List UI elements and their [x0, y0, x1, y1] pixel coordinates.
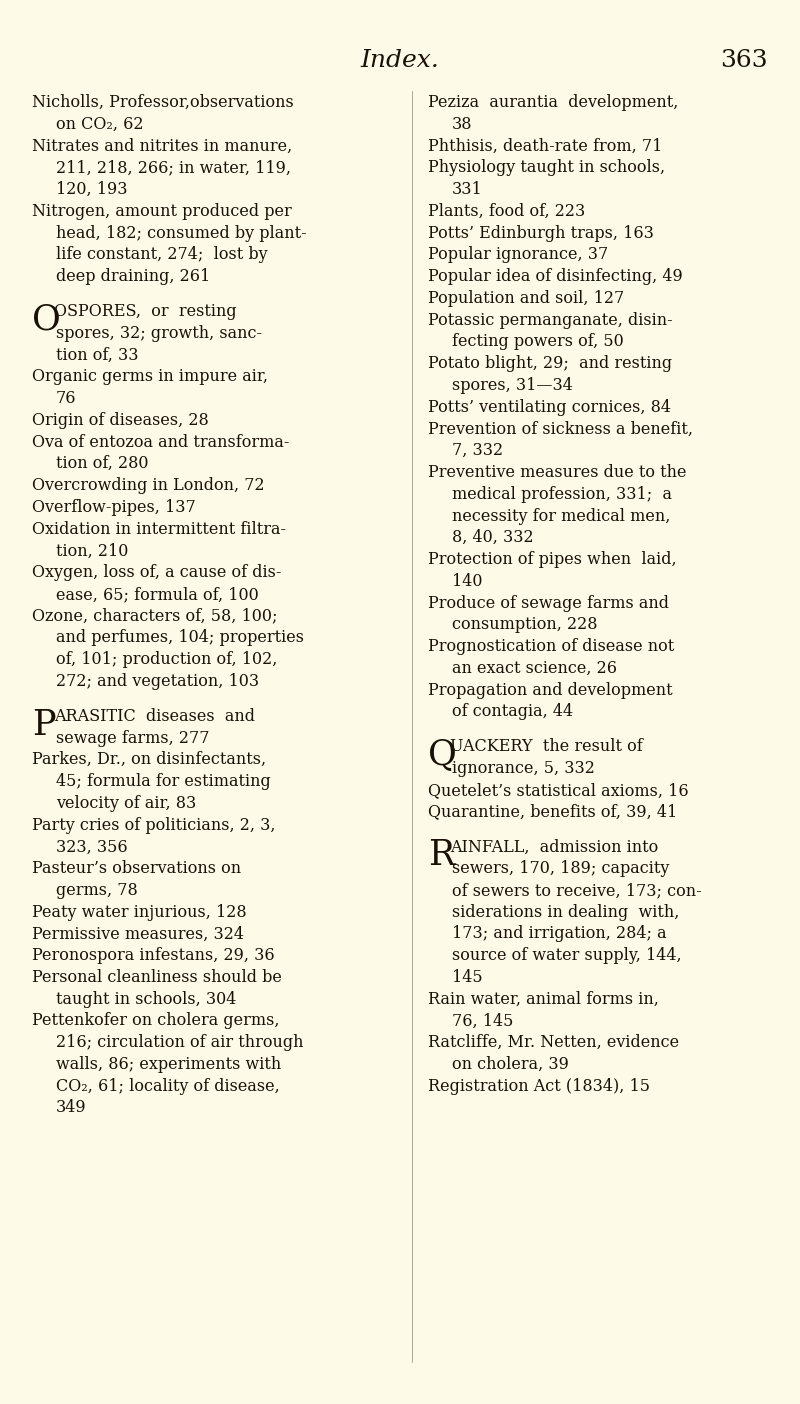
- Text: Overflow-pipes, 137: Overflow-pipes, 137: [32, 498, 196, 515]
- Text: R: R: [428, 838, 454, 872]
- Text: Potts’ Edinburgh traps, 163: Potts’ Edinburgh traps, 163: [428, 225, 654, 241]
- Text: sewage farms, 277: sewage farms, 277: [56, 730, 210, 747]
- Text: of, 101; production of, 102,: of, 101; production of, 102,: [56, 651, 278, 668]
- Text: P: P: [32, 708, 56, 741]
- Text: ignorance, 5, 332: ignorance, 5, 332: [452, 760, 595, 776]
- Text: source of water supply, 144,: source of water supply, 144,: [452, 948, 682, 965]
- Text: Quarantine, benefits of, 39, 41: Quarantine, benefits of, 39, 41: [428, 803, 678, 820]
- Text: Nitrates and nitrites in manure,: Nitrates and nitrites in manure,: [32, 138, 292, 154]
- Text: 76: 76: [56, 390, 77, 407]
- Text: Pasteur’s observations on: Pasteur’s observations on: [32, 861, 241, 878]
- Text: 211, 218, 266; in water, 119,: 211, 218, 266; in water, 119,: [56, 159, 291, 177]
- Text: Peziza  aurantia  development,: Peziza aurantia development,: [428, 94, 678, 111]
- Text: AINFALL,  admission into: AINFALL, admission into: [450, 838, 658, 855]
- Text: siderations in dealing  with,: siderations in dealing with,: [452, 904, 679, 921]
- Text: 173; and irrigation, 284; a: 173; and irrigation, 284; a: [452, 925, 666, 942]
- Text: 363: 363: [720, 49, 768, 72]
- Text: 349: 349: [56, 1099, 86, 1116]
- Text: on cholera, 39: on cholera, 39: [452, 1056, 569, 1073]
- Text: Party cries of politicians, 2, 3,: Party cries of politicians, 2, 3,: [32, 817, 275, 834]
- Text: Potts’ ventilating cornices, 84: Potts’ ventilating cornices, 84: [428, 399, 671, 416]
- Text: Potato blight, 29;  and resting: Potato blight, 29; and resting: [428, 355, 672, 372]
- Text: CO₂, 61; locality of disease,: CO₂, 61; locality of disease,: [56, 1078, 280, 1095]
- Text: 76, 145: 76, 145: [452, 1012, 514, 1029]
- Text: Nitrogen, amount produced per: Nitrogen, amount produced per: [32, 202, 292, 220]
- Text: Ova of entozoa and transforma-: Ova of entozoa and transforma-: [32, 434, 290, 451]
- Text: Preventive measures due to the: Preventive measures due to the: [428, 463, 686, 482]
- Text: Permissive measures, 324: Permissive measures, 324: [32, 925, 244, 942]
- Text: Oxidation in intermittent filtra-: Oxidation in intermittent filtra-: [32, 521, 286, 538]
- Text: Phthisis, death-rate from, 71: Phthisis, death-rate from, 71: [428, 138, 662, 154]
- Text: deep draining, 261: deep draining, 261: [56, 268, 210, 285]
- Text: Ratcliffe, Mr. Netten, evidence: Ratcliffe, Mr. Netten, evidence: [428, 1035, 679, 1052]
- Text: consumption, 228: consumption, 228: [452, 616, 598, 633]
- Text: Potassic permanganate, disin-: Potassic permanganate, disin-: [428, 312, 673, 329]
- Text: medical profession, 331;  a: medical profession, 331; a: [452, 486, 672, 503]
- Text: Nicholls, Professor,observations: Nicholls, Professor,observations: [32, 94, 294, 111]
- Text: head, 182; consumed by plant-: head, 182; consumed by plant-: [56, 225, 306, 241]
- Text: 120, 193: 120, 193: [56, 181, 127, 198]
- Text: an exact science, 26: an exact science, 26: [452, 660, 617, 677]
- Text: on CO₂, 62: on CO₂, 62: [56, 115, 143, 133]
- Text: 45; formula for estimating: 45; formula for estimating: [56, 774, 270, 790]
- Text: tion of, 280: tion of, 280: [56, 455, 149, 472]
- Text: Oxygen, loss of, a cause of dis-: Oxygen, loss of, a cause of dis-: [32, 564, 282, 581]
- Text: Produce of sewage farms and: Produce of sewage farms and: [428, 594, 669, 612]
- Text: Popular ignorance, 37: Popular ignorance, 37: [428, 246, 608, 264]
- Text: 38: 38: [452, 115, 473, 133]
- Text: Population and soil, 127: Population and soil, 127: [428, 289, 624, 307]
- Text: walls, 86; experiments with: walls, 86; experiments with: [56, 1056, 282, 1073]
- Text: Personal cleanliness should be: Personal cleanliness should be: [32, 969, 282, 986]
- Text: Prevention of sickness a benefit,: Prevention of sickness a benefit,: [428, 420, 693, 438]
- Text: 7, 332: 7, 332: [452, 442, 503, 459]
- Text: necessity for medical men,: necessity for medical men,: [452, 507, 670, 525]
- Text: OSPORES,  or  resting: OSPORES, or resting: [54, 303, 237, 320]
- Text: of sewers to receive, 173; con-: of sewers to receive, 173; con-: [452, 882, 702, 899]
- Text: fecting powers of, 50: fecting powers of, 50: [452, 333, 624, 351]
- Text: O: O: [32, 303, 61, 337]
- Text: Registration Act (1834), 15: Registration Act (1834), 15: [428, 1078, 650, 1095]
- Text: Overcrowding in London, 72: Overcrowding in London, 72: [32, 477, 265, 494]
- Text: taught in schools, 304: taught in schools, 304: [56, 991, 236, 1008]
- Text: spores, 31—34: spores, 31—34: [452, 376, 573, 395]
- Text: of contagia, 44: of contagia, 44: [452, 703, 573, 720]
- Text: Peronospora infestans, 29, 36: Peronospora infestans, 29, 36: [32, 948, 274, 965]
- Text: Protection of pipes when  laid,: Protection of pipes when laid,: [428, 550, 677, 569]
- Text: Ozone, characters of, 58, 100;: Ozone, characters of, 58, 100;: [32, 608, 278, 625]
- Text: 145: 145: [452, 969, 482, 986]
- Text: 216; circulation of air through: 216; circulation of air through: [56, 1035, 303, 1052]
- Text: Index.: Index.: [361, 49, 439, 72]
- Text: spores, 32; growth, sanc-: spores, 32; growth, sanc-: [56, 324, 262, 341]
- Text: ease, 65; formula of, 100: ease, 65; formula of, 100: [56, 585, 258, 602]
- Text: Quetelet’s statistical axioms, 16: Quetelet’s statistical axioms, 16: [428, 782, 689, 799]
- Text: Popular idea of disinfecting, 49: Popular idea of disinfecting, 49: [428, 268, 682, 285]
- Text: Pettenkofer on cholera germs,: Pettenkofer on cholera germs,: [32, 1012, 279, 1029]
- Text: velocity of air, 83: velocity of air, 83: [56, 795, 196, 812]
- Text: life constant, 274;  lost by: life constant, 274; lost by: [56, 246, 268, 264]
- Text: Propagation and development: Propagation and development: [428, 681, 673, 699]
- Text: 140: 140: [452, 573, 482, 590]
- Text: 323, 356: 323, 356: [56, 838, 128, 855]
- Text: Plants, food of, 223: Plants, food of, 223: [428, 202, 586, 220]
- Text: and perfumes, 104; properties: and perfumes, 104; properties: [56, 629, 304, 646]
- Text: UACKERY  the result of: UACKERY the result of: [450, 739, 643, 755]
- Text: Organic germs in impure air,: Organic germs in impure air,: [32, 368, 268, 385]
- Text: Origin of diseases, 28: Origin of diseases, 28: [32, 411, 209, 428]
- Text: Q: Q: [428, 739, 457, 772]
- Text: Parkes, Dr., on disinfectants,: Parkes, Dr., on disinfectants,: [32, 751, 266, 768]
- Text: sewers, 170, 189; capacity: sewers, 170, 189; capacity: [452, 861, 670, 878]
- Text: tion of, 33: tion of, 33: [56, 347, 138, 364]
- Text: ARASITIC  diseases  and: ARASITIC diseases and: [54, 708, 255, 724]
- Text: Physiology taught in schools,: Physiology taught in schools,: [428, 159, 665, 177]
- Text: tion, 210: tion, 210: [56, 542, 128, 559]
- Text: Peaty water injurious, 128: Peaty water injurious, 128: [32, 904, 246, 921]
- Text: 331: 331: [452, 181, 482, 198]
- Text: Rain water, animal forms in,: Rain water, animal forms in,: [428, 991, 659, 1008]
- Text: 272; and vegetation, 103: 272; and vegetation, 103: [56, 673, 259, 689]
- Text: 8, 40, 332: 8, 40, 332: [452, 529, 534, 546]
- Text: Prognostication of disease not: Prognostication of disease not: [428, 637, 674, 656]
- Text: germs, 78: germs, 78: [56, 882, 138, 899]
